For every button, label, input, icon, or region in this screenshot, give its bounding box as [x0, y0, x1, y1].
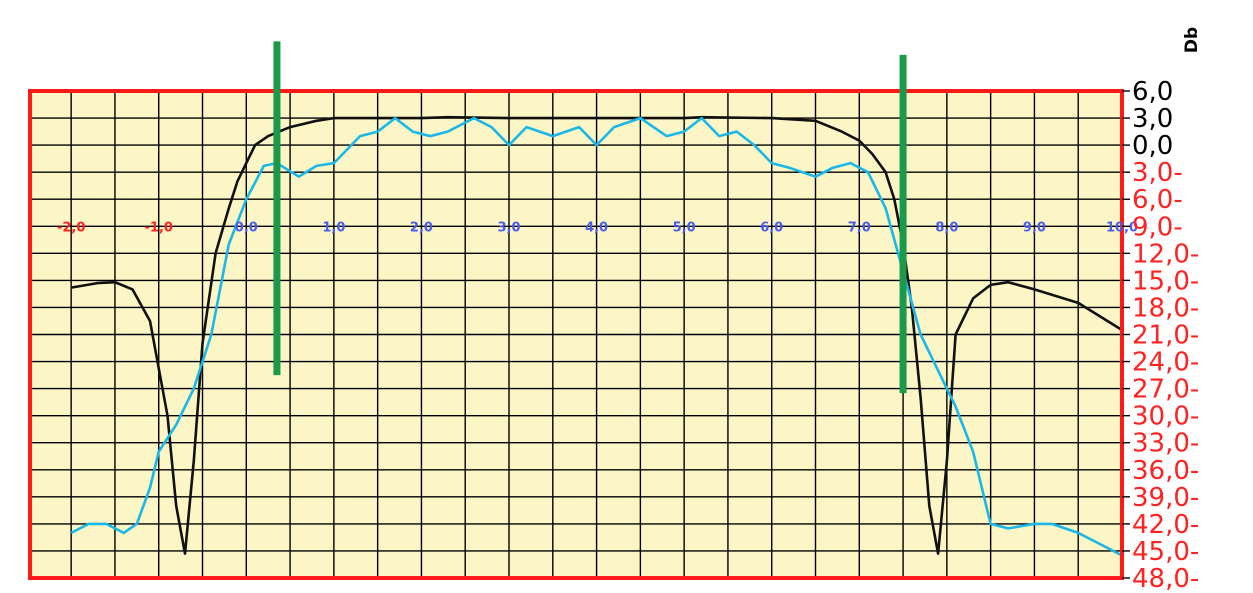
y-tick-label: 24,0-: [1132, 348, 1199, 378]
x-tick-label: 0,0: [235, 220, 258, 235]
y-tick-label: 6,0: [1132, 77, 1173, 107]
y-tick-label: 0,0: [1132, 131, 1173, 161]
y-tick-label: 39,0-: [1132, 483, 1199, 513]
y-tick-label: 48,0-: [1132, 564, 1199, 593]
x-tick-label: 8,0: [935, 220, 958, 235]
y-tick-label: 18,0-: [1132, 293, 1199, 323]
y-tick-label: 33,0-: [1132, 429, 1199, 459]
y-tick-label: 6,0-: [1132, 185, 1183, 215]
x-tick-label: 5,0: [673, 220, 696, 235]
y-axis-unit-label: Db: [1182, 27, 1202, 53]
x-tick-label: 3,0: [497, 220, 520, 235]
y-tick-label: 30,0-: [1132, 402, 1199, 432]
y-tick-label: 45,0-: [1132, 537, 1199, 567]
y-tick-label: 27,0-: [1132, 375, 1199, 405]
y-tick-label: 3,0-: [1132, 158, 1183, 188]
y-tick-label: 12,0-: [1132, 239, 1199, 269]
x-tick-label: -2,0: [57, 220, 85, 235]
x-tick-label: 2,0: [410, 220, 433, 235]
response-line: [70, 116, 1123, 557]
y-tick-label: 42,0-: [1132, 510, 1199, 540]
x-tick-label: 9,0: [1023, 220, 1046, 235]
x-tick-label: 1,0: [322, 220, 345, 235]
y-tick-label: 15,0-: [1132, 266, 1199, 296]
x-tick-label: 10,0: [1106, 220, 1138, 235]
x-tick-label: 4,0: [585, 220, 608, 235]
y-tick-label: 9,0-: [1132, 212, 1183, 242]
x-tick-label: 7,0: [848, 220, 871, 235]
x-tick-label: -1,0: [145, 220, 173, 235]
y-tick-label: 3,0: [1132, 104, 1173, 134]
y-tick-label: 36,0-: [1132, 456, 1199, 486]
response-line: [70, 115, 1123, 555]
x-tick-label: 6,0: [760, 220, 783, 235]
y-tick-label: 21,0-: [1132, 321, 1199, 351]
